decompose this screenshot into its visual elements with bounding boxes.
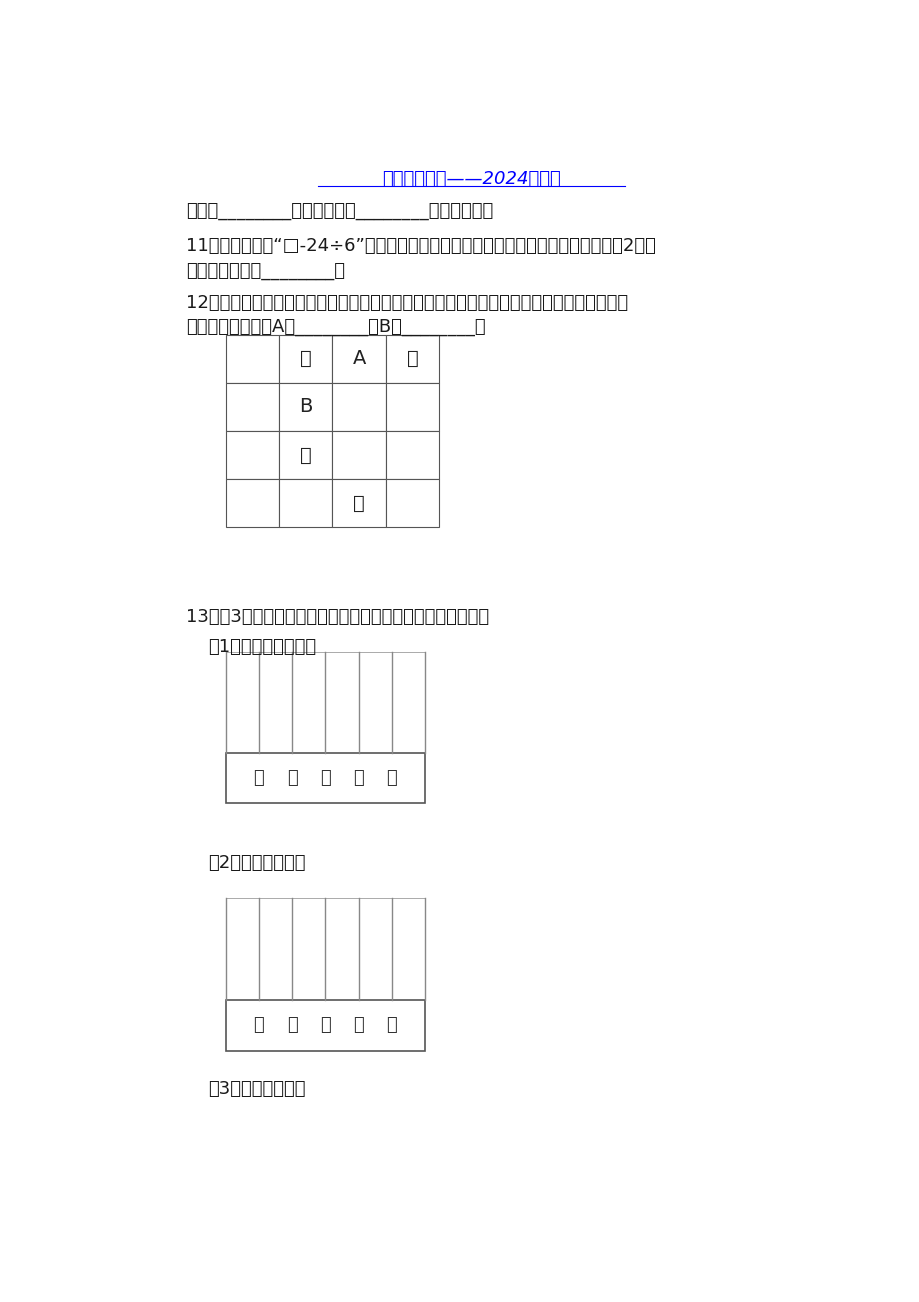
Text: A: A (352, 349, 366, 368)
Bar (332, 335, 386, 383)
Bar (386, 383, 439, 431)
Text: （3）最大的四位数: （3）最大的四位数 (208, 1079, 305, 1098)
Text: 十: 十 (353, 1017, 364, 1035)
Bar (225, 335, 278, 383)
Text: 得少。________得了第一名，________得了第三名。: 得少。________得了第一名，________得了第三名。 (186, 202, 493, 220)
Bar (225, 383, 278, 431)
Text: 东: 东 (300, 445, 312, 465)
Bar (386, 335, 439, 383)
Text: 百: 百 (320, 768, 330, 786)
Text: 东: 东 (406, 349, 418, 368)
Bar (332, 479, 386, 527)
Bar (225, 1000, 425, 1051)
Bar (278, 479, 332, 527)
Text: 十: 十 (353, 768, 364, 786)
Text: 南: 南 (300, 349, 312, 368)
Bar (386, 479, 439, 527)
Bar (278, 431, 332, 479)
Bar (225, 431, 278, 479)
Text: 11．月月在计算“□-24÷6”时弄错了运算顺序，先算减法，后算除法，结果得数是2。正: 11．月月在计算“□-24÷6”时弄错了运算顺序，先算减法，后算除法，结果得数是… (186, 237, 655, 255)
Text: 北: 北 (353, 493, 365, 513)
Text: 确的得数应该是________。: 确的得数应该是________。 (186, 262, 345, 280)
Text: 都只出现一次。则A是________，B是________。: 都只出现一次。则A是________，B是________。 (186, 318, 485, 336)
Bar (332, 431, 386, 479)
Text: 万: 万 (253, 1017, 264, 1035)
Bar (278, 383, 332, 431)
Text: 百: 百 (320, 1017, 330, 1035)
Text: （1）不读零的四位数: （1）不读零的四位数 (208, 638, 315, 656)
Bar (332, 383, 386, 431)
Text: （2）最小的四位数: （2）最小的四位数 (208, 854, 305, 872)
Text: 万: 万 (253, 768, 264, 786)
Text: 个: 个 (386, 1017, 397, 1035)
Text: 12．在下边的方格中，每行、每列都有东、南、西、北这四个字，并且每个字在每行、每列: 12．在下边的方格中，每行、每列都有东、南、西、北这四个字，并且每个字在每行、每… (186, 294, 628, 311)
Text: 个: 个 (386, 768, 397, 786)
Text: 13．用3颗珠子按要求在计数器上画一画，在算盘上圈一圈。: 13．用3颗珠子按要求在计数器上画一画，在算盘上圈一圈。 (186, 608, 489, 626)
Text: 千: 千 (287, 1017, 297, 1035)
Text: 历年考试真题——2024年整理: 历年考试真题——2024年整理 (381, 171, 561, 189)
Bar (386, 431, 439, 479)
Bar (278, 335, 332, 383)
Text: 千: 千 (287, 768, 297, 786)
Bar (225, 479, 278, 527)
Text: B: B (299, 397, 312, 417)
Bar (225, 753, 425, 803)
